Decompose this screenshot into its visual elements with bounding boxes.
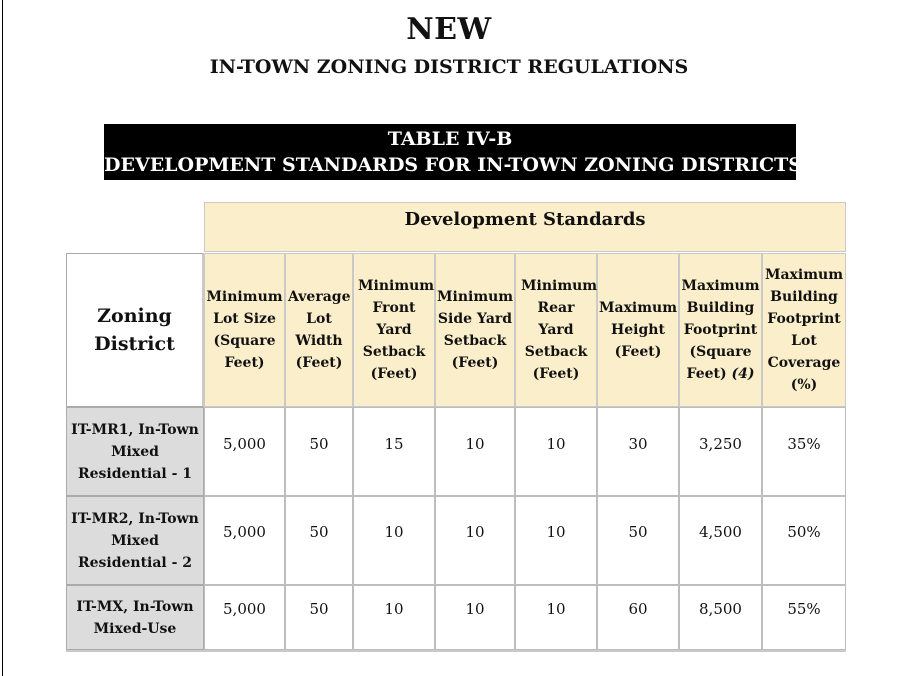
footnote-marker: (4) [731,366,755,382]
col-header-side-setback: Minimum Side Yard Setback (Feet) [435,253,515,407]
table-bottom-rule [66,650,846,652]
table-cell: 50 [285,496,353,585]
col-header-min-lot-size: Minimum Lot Size (Square Feet) [204,253,285,407]
zoning-district-header: Zoning District [66,253,204,407]
table-cell: 5,000 [204,496,285,585]
row-label-it-mr1: IT-MR1, In-Town Mixed Residential - 1 [66,407,204,496]
table-banner: TABLE IV-B DEVELOPMENT STANDARDS FOR IN-… [104,124,802,180]
table-cell: 50 [285,585,353,650]
table-cell: 10 [435,496,515,585]
page-edge [2,0,3,676]
col-header-rear-setback: Minimum Rear Yard Setback (Feet) [515,253,597,407]
table-cell: 35% [762,407,846,496]
row-label-it-mr2: IT-MR2, In-Town Mixed Residential - 2 [66,496,204,585]
table-cell: 55% [762,585,846,650]
table-cell: 30 [597,407,679,496]
table-cell: 50 [285,407,353,496]
table-cell: 8,500 [679,585,762,650]
table-cell: 50% [762,496,846,585]
col-header-avg-lot-width: Average Lot Width (Feet) [285,253,353,407]
row-label-it-mx: IT-MX, In-Town Mixed-Use [66,585,204,650]
table-cell: 50 [597,496,679,585]
col-header-front-setback: Minimum Front Yard Setback (Feet) [353,253,435,407]
table-cell: 10 [435,585,515,650]
document-subtitle: IN-TOWN ZONING DISTRICT REGULATIONS [209,56,689,78]
table-number: TABLE IV-B [387,128,513,150]
table-cell: 4,500 [679,496,762,585]
table-caption: DEVELOPMENT STANDARDS FOR IN-TOWN ZONING… [104,154,802,176]
col-header-max-height: Maximum Height (Feet) [597,253,679,407]
document-title: NEW [406,12,492,47]
table-cell: 60 [597,585,679,650]
col-header-max-footprint: Maximum Building Footprint (Square Feet)… [679,253,762,407]
table-cell: 10 [353,585,435,650]
table-cell: 10 [515,585,597,650]
table-cell: 15 [353,407,435,496]
col-header-lot-coverage: Maximum Building Footprint Lot Coverage … [762,253,846,407]
table-cell: 10 [435,407,515,496]
table-cell: 5,000 [204,585,285,650]
table-cell: 3,250 [679,407,762,496]
table-cell: 10 [353,496,435,585]
group-header: Development Standards [204,202,846,252]
table-cell: 10 [515,407,597,496]
table-cell: 5,000 [204,407,285,496]
table-cell: 10 [515,496,597,585]
